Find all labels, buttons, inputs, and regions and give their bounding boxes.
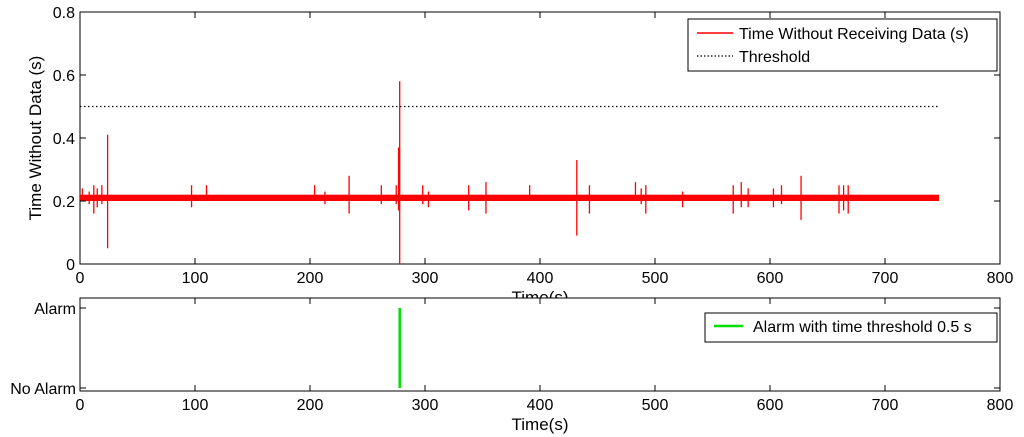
top-y-tick-label: 0.2: [53, 194, 75, 211]
bottom-x-axis-label: Time(s): [512, 415, 569, 434]
top-x-tick-label: 800: [987, 270, 1014, 287]
top-y-tick-label: 0.4: [53, 131, 75, 148]
bottom-x-tick-label: 600: [757, 397, 784, 414]
data-gap-baseline-band: [80, 194, 940, 201]
top-x-tick-label: 200: [297, 270, 324, 287]
bottom-x-tick-label: 0: [76, 397, 85, 414]
top-x-tick-label: 300: [412, 270, 439, 287]
legend-entry-data-gap: Time Without Receiving Data (s): [739, 26, 969, 43]
top-x-tick-label: 700: [872, 270, 899, 287]
bottom-y-tick-label: No Alarm: [10, 381, 76, 398]
bottom-axis-ticks: 0 100 200 300 400 500 600 700 800 No Alarm Alarm: [10, 298, 1013, 414]
bottom-x-tick-label: 100: [182, 397, 209, 414]
legend-entry-alarm: Alarm with time threshold 0.5 s: [753, 319, 972, 336]
top-legend: Time Without Receiving Data (s) Threshol…: [687, 18, 998, 72]
bottom-panel: 0 100 200 300 400 500 600 700 800 No Alarm Alarm T…: [10, 297, 1013, 434]
legend-entry-threshold: Threshold: [739, 49, 810, 66]
top-x-tick-label: 0: [76, 270, 85, 287]
bottom-legend-box: [704, 312, 998, 343]
top-panel: 0 100 200 300 400 500 600 700 800 0 0.2 0.4 0.6 0.8 T…: [26, 5, 1013, 307]
top-x-tick-label: 100: [182, 270, 209, 287]
bottom-x-tick-label: 400: [527, 397, 554, 414]
bottom-x-tick-label: 700: [872, 397, 899, 414]
bottom-plot-frame: [79, 297, 1001, 392]
top-plot-marks: [80, 81, 940, 264]
top-legend-box: [687, 18, 998, 72]
bottom-x-tick-label: 800: [987, 397, 1014, 414]
top-axis-ticks: 0 100 200 300 400 500 600 700 800 0 0.2 0.4 0.6 0.8: [53, 5, 1014, 287]
top-y-tick-label: 0.6: [53, 68, 75, 85]
top-y-axis-label: Time Without Data (s): [26, 56, 45, 221]
top-x-tick-label: 500: [642, 270, 669, 287]
bottom-x-tick-label: 200: [297, 397, 324, 414]
top-y-tick-label: 0.8: [53, 5, 75, 22]
top-x-tick-label: 400: [527, 270, 554, 287]
bottom-x-tick-label: 300: [412, 397, 439, 414]
top-y-tick-label: 0: [66, 257, 75, 274]
top-x-tick-label: 600: [757, 270, 784, 287]
bottom-legend: Alarm with time threshold 0.5 s: [704, 312, 998, 343]
bottom-y-tick-label: Alarm: [34, 301, 76, 318]
bottom-x-tick-label: 500: [642, 397, 669, 414]
